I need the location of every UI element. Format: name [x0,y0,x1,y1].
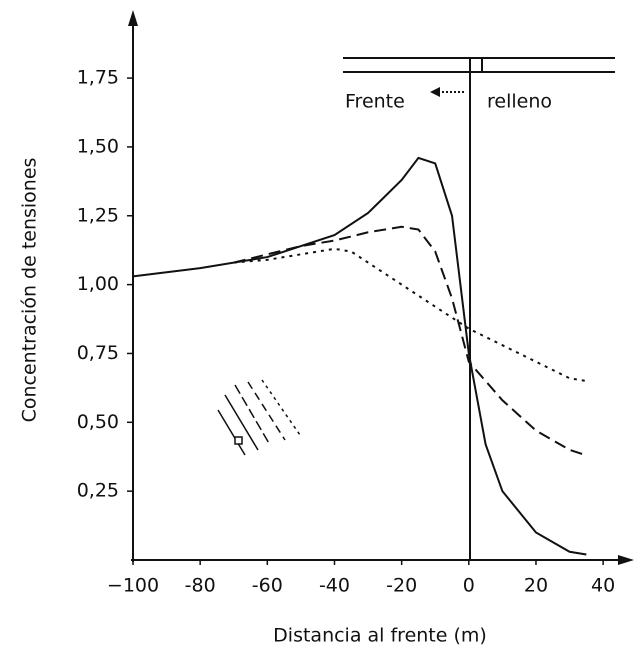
annotation: relleno [487,91,552,113]
x-tick-label: -60 [252,575,283,597]
annotation: Frente [345,91,405,113]
line-series [132,156,587,556]
x-tick-label: -20 [386,575,417,597]
x-axis-arrow [618,555,634,565]
x-tick-label: 40 [591,575,615,597]
y-tick-label: 1,00 [77,273,119,295]
x-tick-label: 20 [524,575,548,597]
line-series [233,225,587,457]
x-axis-label: Distancia al frente (m) [273,625,487,647]
x-tick-label: −100 [107,575,159,597]
line-series [233,247,587,382]
strata-sketch [217,379,301,456]
y-tick-label: 0,25 [77,480,119,502]
x-tick-label: 0 [463,575,475,597]
x-tick-label: -40 [319,575,350,597]
y-axis-label: Concentración de tensiones [19,158,41,423]
y-tick-label: 1,50 [77,135,119,157]
y-tick-label: 0,75 [77,342,119,364]
front-block [469,57,483,73]
x-tick-label: -80 [185,575,216,597]
y-tick-label: 0,50 [77,411,119,433]
y-tick-label: 1,25 [77,204,119,226]
y-tick-label: 1,75 [77,67,119,89]
advance-arrow-head [430,87,440,97]
y-axis-arrow [128,10,138,26]
